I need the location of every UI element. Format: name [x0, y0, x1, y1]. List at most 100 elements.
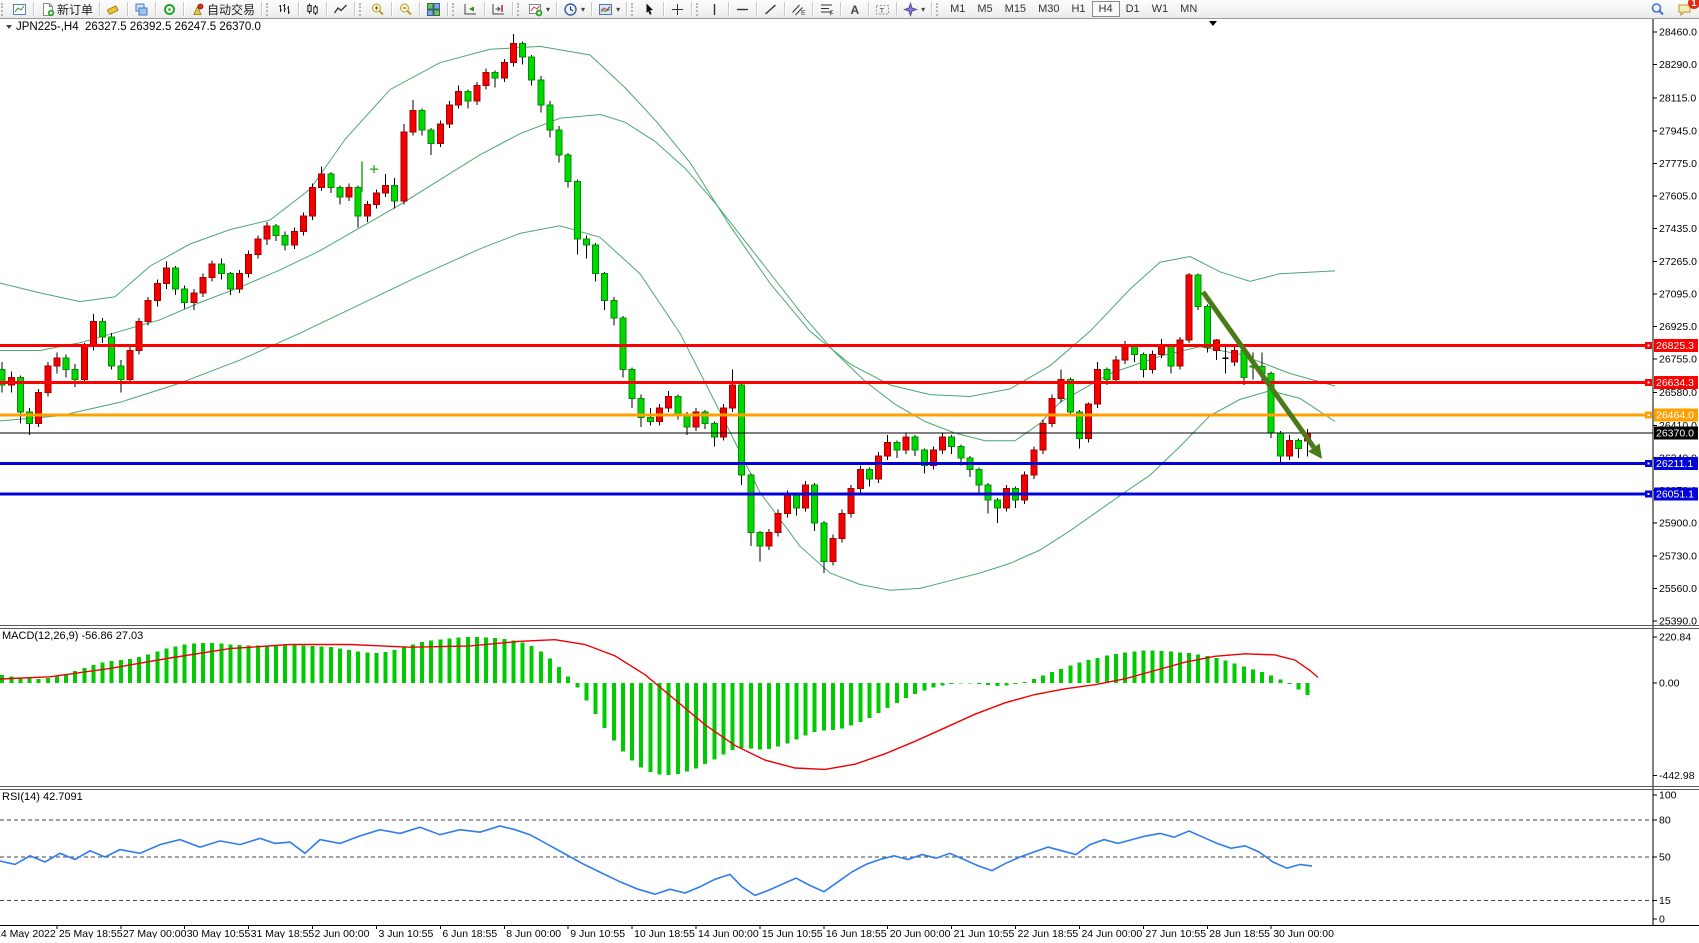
- chart-shift-marker[interactable]: [1209, 21, 1217, 26]
- equidistant-channel-button[interactable]: E: [788, 1, 809, 18]
- periods-button[interactable]: ▾: [560, 1, 588, 18]
- bar-chart-button[interactable]: [274, 1, 295, 18]
- toolbar-separator: [691, 2, 693, 16]
- eraser-button[interactable]: [103, 1, 124, 18]
- toolbar-grip: [1, 2, 8, 16]
- line-chart-button[interactable]: [330, 1, 351, 18]
- macd-values: -56.86 27.03: [81, 630, 144, 642]
- trendline-button[interactable]: [760, 1, 781, 18]
- svg-text:220.84: 220.84: [1659, 631, 1691, 643]
- templates-button[interactable]: ▾: [595, 1, 623, 18]
- toolbar-separator: [354, 2, 356, 16]
- trend-arrow[interactable]: [1200, 290, 1316, 449]
- fibonacci-button[interactable]: F: [816, 1, 837, 18]
- indicators-dropdown-icon[interactable]: ▾: [546, 4, 551, 14]
- search-button[interactable]: [1647, 1, 1668, 18]
- auto-scroll-button[interactable]: [460, 1, 481, 18]
- tile-windows-button[interactable]: [423, 1, 444, 18]
- toolbar-right: 1: [1647, 0, 1699, 18]
- timeframe-m1-button[interactable]: M1: [950, 3, 966, 15]
- periods-dropdown-icon[interactable]: ▾: [581, 4, 586, 14]
- auto-trading-icon: [190, 2, 205, 17]
- templates-dropdown-icon[interactable]: ▾: [616, 4, 621, 14]
- symbol-label: JPN225-,H4: [16, 21, 79, 33]
- toolbar-separator: [326, 2, 328, 16]
- new-chart-button[interactable]: [9, 1, 30, 18]
- notifications-button[interactable]: 1: [1674, 0, 1699, 18]
- arrows-button[interactable]: ▾: [900, 1, 928, 18]
- cursor-icon: [642, 2, 657, 17]
- arrows-dropdown-icon[interactable]: ▾: [921, 4, 926, 14]
- crosshair-button[interactable]: [667, 1, 688, 18]
- timeframe-mn-button[interactable]: MN: [1180, 3, 1198, 15]
- svg-text:27 Jun 10:55: 27 Jun 10:55: [1145, 928, 1206, 938]
- periods-icon: [563, 2, 578, 17]
- timeframe-d1-button[interactable]: D1: [1125, 3, 1140, 15]
- timeframe-w1-button[interactable]: W1: [1151, 3, 1169, 15]
- price-label-26825.3: [1654, 339, 1698, 353]
- candlestick-chart-button[interactable]: [302, 1, 323, 18]
- price-label-26211.1: [1654, 456, 1698, 470]
- svg-text:A: A: [851, 3, 860, 17]
- chart-shift-icon: [491, 2, 506, 17]
- cursor-button[interactable]: [639, 1, 660, 18]
- price-axis[interactable]: 28460.0 28290.0 28115.0 27945.0 27775.0 27605…: [1652, 18, 1699, 926]
- timeframe-h4-button[interactable]: H4: [1091, 1, 1120, 17]
- signal-button[interactable]: [159, 1, 180, 18]
- toolbar-separator: [484, 2, 486, 16]
- zoom-in-button[interactable]: [367, 1, 388, 18]
- chart-windows-button[interactable]: [131, 1, 152, 18]
- chart-shift-button[interactable]: [488, 1, 509, 18]
- svg-text:26825.3: 26825.3: [1656, 340, 1694, 352]
- horizontal-level-lines: [0, 344, 1653, 496]
- indicators-button[interactable]: ▾: [525, 1, 553, 18]
- timeframe-m5-button[interactable]: M5: [977, 3, 993, 15]
- rsi-value: 42.7091: [42, 791, 83, 803]
- timeframe-m15-button[interactable]: M15: [1004, 3, 1027, 15]
- bollinger-lower-band: [0, 225, 1336, 591]
- new-order-button[interactable]: 新订单: [37, 1, 96, 18]
- toolbar-separator: [261, 2, 263, 16]
- svg-text:2 Jun 00:00: 2 Jun 00:00: [315, 928, 370, 938]
- line-chart-icon: [333, 2, 348, 17]
- svg-text:T: T: [880, 7, 885, 14]
- text-label-button[interactable]: T: [872, 1, 893, 18]
- svg-text:27 May 00:00: 27 May 00:00: [123, 928, 187, 938]
- toolbar-grip: [631, 2, 638, 16]
- symbol-dropdown-icon[interactable]: [6, 24, 12, 29]
- svg-text:14 Jun 00:00: 14 Jun 00:00: [698, 928, 759, 938]
- text-button[interactable]: A: [844, 1, 865, 18]
- time-axis[interactable]: 24 May 2022 25 May 18:55 27 May 00:00 30 Ma…: [0, 926, 1334, 940]
- toolbar-separator: [591, 2, 593, 16]
- auto-trading-button[interactable]: 自动交易: [187, 1, 258, 18]
- macd-panel: [0, 637, 1319, 776]
- toolbar-separator: [728, 2, 730, 16]
- toolbar-grip: [359, 2, 366, 16]
- price-label-26370.0: [1654, 426, 1698, 440]
- zoom-out-button[interactable]: [395, 1, 416, 18]
- svg-text:25 May 18:55: 25 May 18:55: [59, 928, 123, 938]
- toolbar-separator: [419, 2, 421, 16]
- timeframe-m30-button[interactable]: M30: [1038, 3, 1060, 15]
- arrows-icon: [903, 1, 919, 17]
- candlestick-chart-icon: [305, 2, 320, 17]
- toolbar-separator: [391, 2, 393, 16]
- toolbar-grip: [452, 2, 459, 16]
- eraser-icon: [106, 2, 121, 17]
- toolbar-separator: [183, 2, 185, 16]
- chart-windows-icon: [134, 2, 149, 17]
- toolbar-separator: [512, 2, 514, 16]
- vertical-line-button[interactable]: [704, 1, 725, 18]
- macd-signal-line: [0, 638, 1319, 771]
- timeframe-h1-button[interactable]: H1: [1071, 3, 1086, 15]
- indicators-icon: [528, 2, 543, 17]
- zoom-out-icon: [398, 2, 413, 17]
- svg-text:26755.0: 26755.0: [1659, 354, 1697, 366]
- horizontal-line-button[interactable]: [732, 1, 753, 18]
- svg-text:30 May 10:55: 30 May 10:55: [187, 928, 251, 938]
- chart-title: JPN225-,H4 26327.5 26392.5 26247.5 26370…: [6, 21, 261, 33]
- toolbar-separator: [447, 2, 449, 16]
- price-label-26634.3: [1654, 375, 1698, 389]
- svg-text:27775.0: 27775.0: [1659, 158, 1697, 170]
